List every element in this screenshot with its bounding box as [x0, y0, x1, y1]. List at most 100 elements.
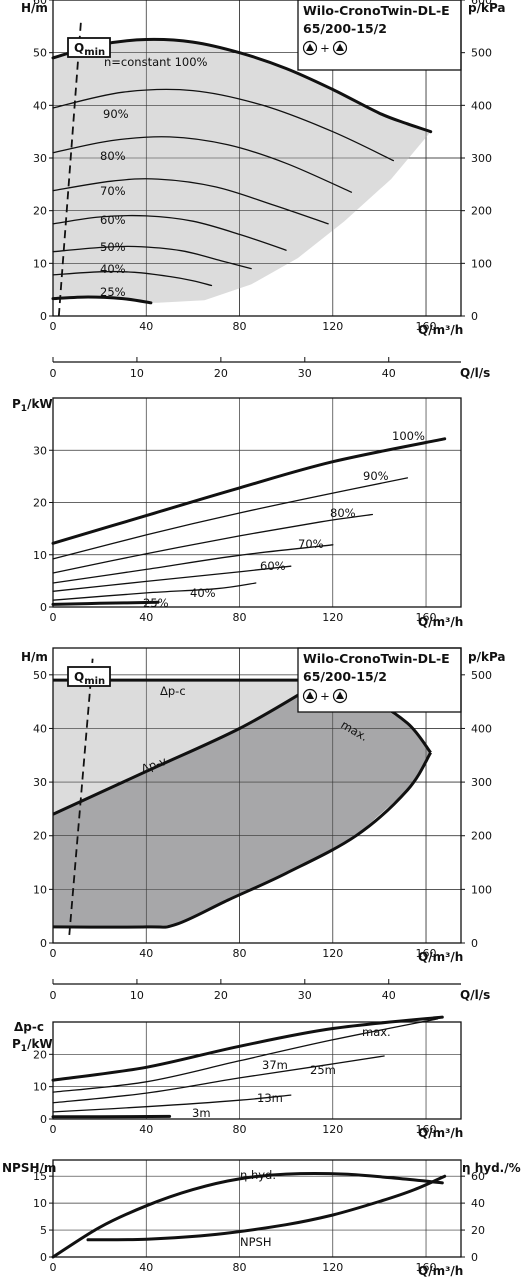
y2-tick-label: 0	[471, 937, 478, 950]
y-tick-label: 20	[33, 497, 47, 510]
qmin-line	[57, 20, 82, 317]
y-tick-label: 20	[33, 205, 47, 218]
pump-triangle	[306, 43, 314, 51]
qmin-sub: min	[84, 47, 105, 58]
y2-tick-label: 60	[471, 1170, 485, 1183]
curve-label: 90%	[363, 469, 389, 483]
x2-tick-label: 30	[298, 989, 312, 1002]
operation-plus: +	[320, 41, 330, 55]
y2-tick-label: 500	[471, 47, 492, 60]
chart-head-control: 0 40 80 120 160010203040500100200300400500Qm…	[21, 647, 506, 1002]
series-line	[52, 1055, 385, 1104]
series-line	[52, 136, 353, 193]
series-line	[52, 1018, 439, 1093]
y-tick-label: 50	[33, 669, 47, 682]
curve-label: 70%	[298, 537, 324, 551]
y-tick-label: 20	[33, 830, 47, 843]
x-tick-label: 160	[416, 320, 437, 333]
curve-label: n=constant 100%	[104, 55, 208, 69]
y-axis-label: H/m	[21, 650, 48, 664]
y-tick-label: 30	[33, 776, 47, 789]
x2-tick-label: 10	[130, 367, 144, 380]
series-line	[52, 544, 334, 584]
x-tick-label: 0	[50, 947, 57, 960]
x-tick-label: 40	[139, 611, 153, 624]
y-tick-label: 15	[33, 1170, 47, 1183]
y2-tick-label: 400	[471, 99, 492, 112]
y-axis-label-sub: 1	[21, 1044, 27, 1054]
y-axis-label-top: Δp-c	[14, 1020, 44, 1034]
curve-label: η hyd.	[240, 1168, 276, 1182]
y-axis-label: NPSH/m	[2, 1161, 56, 1175]
min-line	[52, 751, 432, 929]
series-line	[51, 295, 153, 305]
y2-tick-label: 20	[471, 1224, 485, 1237]
x-tick-label: 0	[50, 1123, 57, 1136]
qmin-sub: min	[84, 676, 105, 687]
x-axis-label: Q/m³/h	[418, 615, 463, 629]
curve-label: 3m	[192, 1106, 211, 1120]
y2-axis-label: p/kPa	[468, 1, 506, 15]
operation-plus: +	[320, 689, 330, 703]
y-tick-label: 0	[40, 1113, 47, 1126]
y2-tick-label: 300	[471, 152, 492, 165]
pump-triangle	[336, 43, 344, 51]
qmin-label: Qmin	[74, 41, 105, 58]
y-tick-label: 5	[40, 1224, 47, 1237]
y-tick-label: 60	[33, 0, 47, 7]
y-axis-label: P1/kW	[12, 397, 53, 414]
y-axis-label-unit: /kW	[27, 397, 53, 411]
pump-symbol-icon	[332, 40, 348, 56]
y-tick-label: 40	[33, 99, 47, 112]
x2-tick-label: 30	[298, 367, 312, 380]
plot-frame	[52, 0, 462, 317]
x-tick-label: 120	[322, 611, 343, 624]
pump-title-box: Wilo-CronoTwin-DL-E 65/200-15/2 +	[297, 647, 462, 713]
series-line	[51, 437, 447, 545]
curve-label: NPSH	[240, 1235, 272, 1249]
y-tick-label: 30	[33, 444, 47, 457]
x-tick-label: 80	[233, 1261, 247, 1274]
series-line	[86, 1174, 447, 1242]
x-tick-label: 160	[416, 611, 437, 624]
dp-v-region	[53, 685, 431, 927]
x2-tick-label: 10	[130, 989, 144, 1002]
x-tick-label: 40	[139, 947, 153, 960]
series-line	[51, 37, 433, 134]
series-line	[51, 1172, 444, 1259]
qmin-line	[68, 658, 94, 936]
x-tick-label: 80	[233, 320, 247, 333]
y2-tick-label: 200	[471, 205, 492, 218]
y-tick-label: 20	[33, 1048, 47, 1061]
x-tick-label: 120	[322, 1123, 343, 1136]
chart-power-speed: 0 40 80 120 160 0 10 20 30 100% 90% 80% 70% 60% 40% 25%…	[12, 397, 463, 629]
x2-tick-label: 0	[50, 989, 57, 1002]
curve-label: 25%	[143, 596, 169, 610]
dp-c-label: Δp-c	[160, 684, 186, 698]
series-line	[52, 178, 329, 225]
series-line	[52, 270, 213, 287]
curve-label: max.	[362, 1025, 391, 1039]
x-axis-label: Q/m³/h	[418, 1126, 463, 1140]
curve-label: 13m	[257, 1091, 283, 1105]
qmin-q: Q	[74, 670, 84, 684]
series-line	[51, 1015, 444, 1082]
pump-title-box: Wilo-CronoTwin-DL-E 65/200-15/2 +	[297, 0, 462, 71]
y2-tick-label: 300	[471, 776, 492, 789]
plot-frame	[52, 1159, 462, 1258]
pump-title-line2: 65/200-15/2	[303, 21, 387, 36]
series-line	[52, 214, 287, 251]
y-tick-label: 10	[33, 549, 47, 562]
y-tick-label: 50	[33, 47, 47, 60]
title-box-frame	[297, 0, 462, 71]
x-tick-label: 40	[139, 1261, 153, 1274]
y-tick-label: 10	[33, 1081, 47, 1094]
x-axis-label: Q/m³/h	[418, 950, 463, 964]
x-tick-label: 0	[50, 611, 57, 624]
plot-frame	[52, 397, 462, 608]
qmin-label-box: Qmin	[67, 666, 111, 687]
title-box-frame	[297, 647, 462, 713]
x-tick-label: 120	[322, 320, 343, 333]
x-tick-label: 160	[416, 947, 437, 960]
pump-triangle	[306, 691, 314, 699]
